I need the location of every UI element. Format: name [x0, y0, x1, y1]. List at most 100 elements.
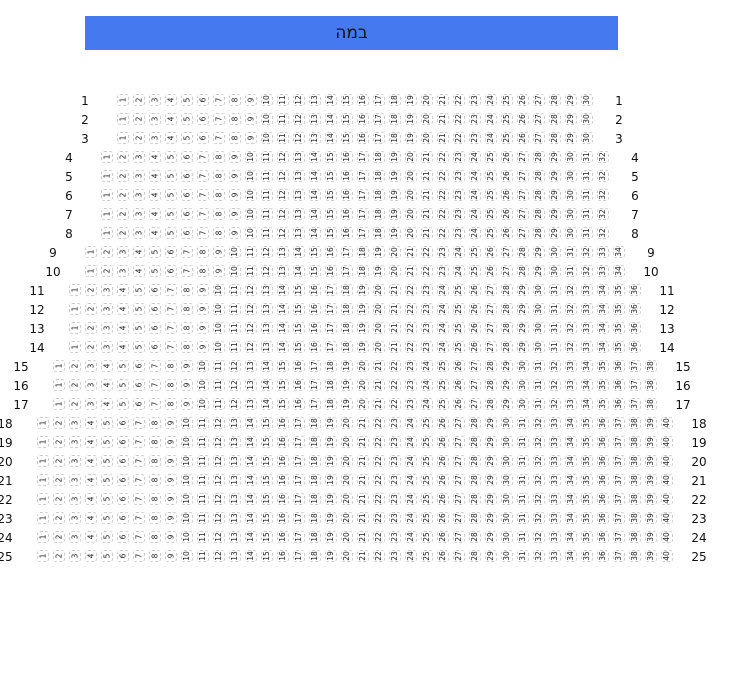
seat[interactable]: 39 [645, 550, 657, 562]
seat[interactable]: 14 [245, 436, 257, 448]
seat[interactable]: 19 [389, 151, 401, 163]
seat[interactable]: 35 [581, 512, 593, 524]
seat[interactable]: 17 [325, 284, 337, 296]
seat[interactable]: 5 [165, 170, 177, 182]
seat[interactable]: 39 [645, 493, 657, 505]
seat[interactable]: 36 [629, 322, 641, 334]
seat[interactable]: 6 [133, 360, 145, 372]
seat[interactable]: 5 [117, 398, 129, 410]
seat[interactable]: 4 [85, 474, 97, 486]
seat[interactable]: 37 [613, 455, 625, 467]
seat[interactable]: 3 [133, 208, 145, 220]
seat[interactable]: 33 [549, 455, 561, 467]
seat[interactable]: 3 [69, 512, 81, 524]
seat[interactable]: 7 [133, 474, 145, 486]
seat[interactable]: 32 [549, 398, 561, 410]
seat[interactable]: 4 [101, 379, 113, 391]
seat[interactable]: 12 [293, 113, 305, 125]
seat[interactable]: 16 [277, 436, 289, 448]
seat[interactable]: 19 [405, 94, 417, 106]
seat[interactable]: 6 [117, 455, 129, 467]
seat[interactable]: 4 [117, 284, 129, 296]
seat[interactable]: 4 [85, 493, 97, 505]
seat[interactable]: 31 [517, 512, 529, 524]
seat[interactable]: 1 [85, 265, 97, 277]
seat[interactable]: 27 [501, 246, 513, 258]
seat[interactable]: 15 [261, 417, 273, 429]
seat[interactable]: 39 [645, 417, 657, 429]
seat[interactable]: 6 [165, 246, 177, 258]
seat[interactable]: 2 [85, 284, 97, 296]
seat[interactable]: 21 [421, 189, 433, 201]
seat[interactable]: 16 [357, 132, 369, 144]
seat[interactable]: 24 [421, 398, 433, 410]
seat[interactable]: 12 [293, 132, 305, 144]
seat[interactable]: 19 [373, 246, 385, 258]
seat[interactable]: 9 [229, 170, 241, 182]
seat[interactable]: 29 [533, 265, 545, 277]
seat[interactable]: 16 [309, 303, 321, 315]
seat[interactable]: 28 [501, 284, 513, 296]
seat[interactable]: 21 [357, 436, 369, 448]
seat[interactable]: 5 [149, 265, 161, 277]
seat[interactable]: 20 [389, 246, 401, 258]
seat[interactable]: 22 [389, 398, 401, 410]
seat[interactable]: 12 [213, 493, 225, 505]
seat[interactable]: 28 [469, 512, 481, 524]
seat[interactable]: 4 [117, 303, 129, 315]
seat[interactable]: 28 [549, 113, 561, 125]
seat[interactable]: 6 [149, 303, 161, 315]
seat[interactable]: 7 [165, 341, 177, 353]
seat[interactable]: 17 [373, 113, 385, 125]
seat[interactable]: 13 [293, 227, 305, 239]
seat[interactable]: 21 [421, 208, 433, 220]
seat[interactable]: 5 [101, 436, 113, 448]
seat[interactable]: 11 [213, 360, 225, 372]
seat[interactable]: 29 [565, 132, 577, 144]
seat[interactable]: 13 [229, 474, 241, 486]
seat[interactable]: 10 [181, 474, 193, 486]
seat[interactable]: 32 [597, 151, 609, 163]
seat[interactable]: 32 [533, 455, 545, 467]
seat[interactable]: 13 [261, 284, 273, 296]
seat[interactable]: 30 [565, 227, 577, 239]
seat[interactable]: 19 [389, 208, 401, 220]
seat[interactable]: 10 [213, 341, 225, 353]
seat[interactable]: 11 [213, 398, 225, 410]
seat[interactable]: 24 [421, 379, 433, 391]
seat[interactable]: 10 [181, 455, 193, 467]
seat[interactable]: 5 [101, 512, 113, 524]
seat[interactable]: 14 [261, 379, 273, 391]
seat[interactable]: 12 [245, 303, 257, 315]
seat[interactable]: 17 [293, 512, 305, 524]
seat[interactable]: 38 [645, 398, 657, 410]
seat[interactable]: 5 [165, 227, 177, 239]
seat[interactable]: 33 [549, 474, 561, 486]
seat[interactable]: 6 [181, 208, 193, 220]
seat[interactable]: 30 [501, 474, 513, 486]
seat[interactable]: 35 [581, 550, 593, 562]
seat[interactable]: 10 [261, 132, 273, 144]
seat[interactable]: 32 [597, 227, 609, 239]
seat[interactable]: 8 [165, 379, 177, 391]
seat[interactable]: 3 [101, 341, 113, 353]
seat[interactable]: 1 [37, 417, 49, 429]
seat[interactable]: 22 [373, 436, 385, 448]
seat[interactable]: 3 [101, 303, 113, 315]
seat[interactable]: 5 [165, 208, 177, 220]
seat[interactable]: 7 [165, 322, 177, 334]
seat[interactable]: 7 [181, 265, 193, 277]
seat[interactable]: 27 [485, 341, 497, 353]
seat[interactable]: 4 [149, 227, 161, 239]
seat[interactable]: 2 [53, 550, 65, 562]
seat[interactable]: 16 [341, 170, 353, 182]
seat[interactable]: 12 [213, 436, 225, 448]
seat[interactable]: 5 [181, 113, 193, 125]
seat[interactable]: 7 [197, 208, 209, 220]
seat[interactable]: 26 [501, 227, 513, 239]
seat[interactable]: 2 [85, 322, 97, 334]
seat[interactable]: 30 [533, 322, 545, 334]
seat[interactable]: 31 [581, 170, 593, 182]
seat[interactable]: 13 [293, 151, 305, 163]
seat[interactable]: 14 [277, 284, 289, 296]
